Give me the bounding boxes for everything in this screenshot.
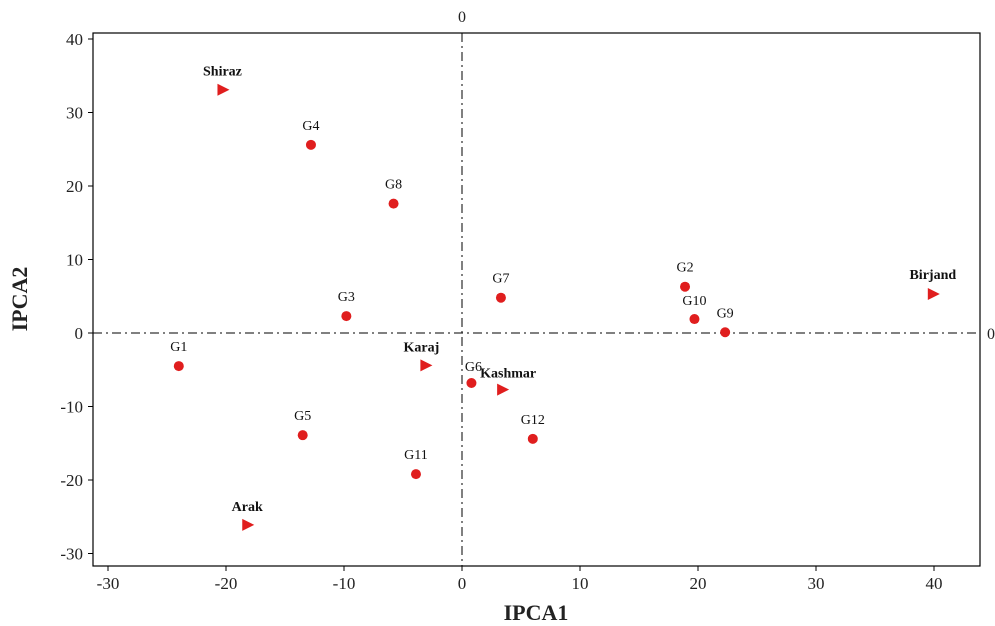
x-tick-label: 20	[690, 574, 707, 593]
y-tick-label: -10	[60, 398, 83, 417]
y-axis-title: IPCA2	[7, 267, 32, 332]
plot-frame	[92, 32, 981, 567]
point-g2	[680, 281, 691, 292]
x-axis-title: IPCA1	[504, 600, 569, 625]
label-g9: G9	[717, 306, 734, 321]
label-g2: G2	[676, 261, 693, 276]
point-arak	[242, 518, 255, 531]
point-karaj	[420, 359, 433, 372]
reference-lines	[93, 33, 980, 566]
x-tick-label: 10	[572, 574, 589, 593]
x-axis: -30 -20 -10 0 10 20 30 40	[97, 566, 943, 593]
y-tick-label: 40	[66, 30, 83, 49]
point-birjand	[927, 288, 940, 301]
y-tick-label: 0	[75, 324, 84, 343]
label-g10: G10	[682, 294, 706, 309]
point-labels: G1 G2 G3 G4 G5 G6 G7 G8 G9 G10 G11 G12 Shiraz Karaj Ka…	[170, 65, 956, 515]
point-g7	[495, 292, 506, 303]
label-g4: G4	[302, 119, 319, 134]
point-g4	[305, 139, 316, 150]
x-tick-label: -20	[215, 574, 238, 593]
label-g1: G1	[170, 340, 187, 355]
point-g3	[341, 311, 352, 322]
label-g11: G11	[404, 448, 428, 463]
label-shiraz: Shiraz	[203, 65, 242, 80]
point-kashmar	[497, 383, 510, 396]
x-tick-label: 30	[808, 574, 825, 593]
x-tick-label: -10	[333, 574, 356, 593]
label-g5: G5	[294, 409, 311, 424]
point-g6	[466, 377, 477, 388]
y-axis: -30 -20 -10 0 10 20 30 40	[60, 30, 93, 564]
x-tick-label: -30	[97, 574, 120, 593]
data-points	[173, 83, 940, 531]
label-g8: G8	[385, 178, 402, 193]
label-g7: G7	[492, 272, 509, 287]
point-g8	[388, 198, 399, 209]
point-g9	[720, 327, 731, 338]
y-tick-label: -20	[60, 471, 83, 490]
horizontal-zero-label: 0	[987, 326, 995, 343]
y-tick-label: 30	[66, 104, 83, 123]
point-g5	[297, 430, 308, 441]
label-karaj: Karaj	[404, 340, 440, 355]
x-tick-label: 40	[926, 574, 943, 593]
label-arak: Arak	[232, 500, 263, 515]
label-g6: G6	[465, 360, 482, 375]
y-tick-label: 20	[66, 177, 83, 196]
point-g11	[410, 469, 421, 480]
point-shiraz	[217, 83, 230, 96]
label-kashmar: Kashmar	[480, 367, 536, 382]
point-g10	[689, 314, 700, 325]
point-g1	[173, 361, 184, 372]
y-tick-label: -30	[60, 545, 83, 564]
vertical-zero-label: 0	[458, 9, 466, 26]
label-g12: G12	[521, 413, 545, 428]
label-g3: G3	[338, 290, 355, 305]
point-g12	[527, 433, 538, 444]
x-tick-label: 0	[458, 574, 467, 593]
label-birjand: Birjand	[909, 268, 956, 283]
y-tick-label: 10	[66, 251, 83, 270]
